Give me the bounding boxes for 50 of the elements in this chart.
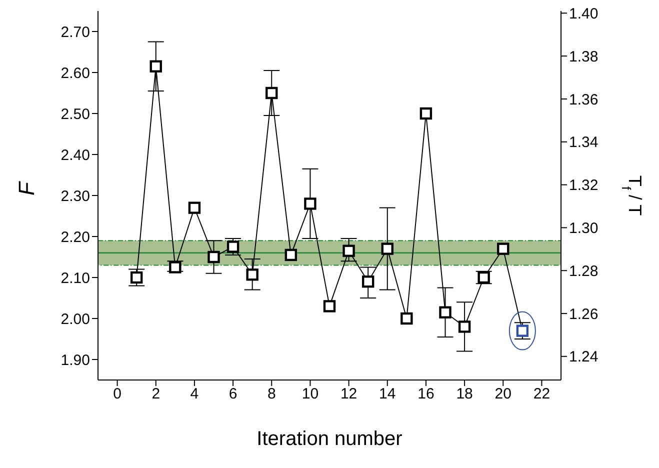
y-axis-title: F bbox=[14, 180, 39, 196]
point bbox=[284, 248, 298, 262]
x-tick-label: 8 bbox=[267, 386, 276, 403]
x-tick-label: 22 bbox=[533, 386, 550, 403]
point bbox=[246, 268, 258, 281]
point bbox=[478, 271, 490, 284]
point bbox=[150, 60, 162, 72]
point bbox=[188, 202, 201, 214]
x-tick-label: 6 bbox=[228, 386, 238, 403]
x-tick-label: 0 bbox=[113, 386, 122, 403]
y2-tick-label: 1.28 bbox=[569, 262, 598, 280]
y2-tick-label: 1.26 bbox=[569, 306, 598, 323]
y2-tick-label: 1.38 bbox=[569, 48, 598, 66]
point bbox=[323, 300, 336, 312]
x-tick-label: 14 bbox=[379, 386, 396, 403]
x-tick-label: 4 bbox=[190, 386, 199, 403]
y2-tick-label: 1.40 bbox=[569, 5, 598, 22]
point bbox=[458, 320, 471, 333]
point bbox=[381, 242, 394, 255]
y2-tick-label: 1.24 bbox=[569, 348, 598, 366]
y-tick-label: 2.10 bbox=[60, 270, 90, 287]
point bbox=[304, 198, 316, 210]
point bbox=[439, 306, 452, 318]
y-tick-label: 2.50 bbox=[60, 106, 90, 123]
y-tick-label: 2.00 bbox=[60, 310, 90, 328]
x-tick-label: 16 bbox=[418, 386, 434, 403]
y-tick-label: 2.70 bbox=[60, 24, 90, 41]
point bbox=[342, 244, 355, 257]
y2-tick-label: 1.32 bbox=[569, 177, 598, 194]
point bbox=[420, 107, 432, 120]
y-tick-label: 2.60 bbox=[60, 64, 90, 82]
y-tick-label: 2.20 bbox=[60, 228, 90, 246]
point bbox=[169, 261, 182, 274]
point bbox=[266, 86, 278, 100]
x-tick-label: 2 bbox=[152, 386, 160, 403]
x-tick-label: 20 bbox=[494, 386, 512, 403]
y-tick-label: 2.40 bbox=[60, 146, 90, 164]
y2-tick-label: 1.30 bbox=[569, 220, 598, 238]
y-tick-label: 1.90 bbox=[60, 352, 90, 369]
point bbox=[497, 242, 510, 255]
point bbox=[400, 312, 413, 325]
x-tick-label: 12 bbox=[340, 386, 358, 403]
point bbox=[362, 276, 374, 288]
point bbox=[208, 250, 220, 264]
y-tick-label: 2.30 bbox=[60, 188, 90, 205]
x-axis-title: Iteration number bbox=[256, 428, 403, 450]
y2-tick-label: 1.36 bbox=[569, 91, 598, 108]
y2-tick-label: 1.34 bbox=[569, 134, 598, 152]
x-tick-label: 10 bbox=[302, 386, 319, 403]
x-tick-label: 18 bbox=[456, 386, 473, 403]
